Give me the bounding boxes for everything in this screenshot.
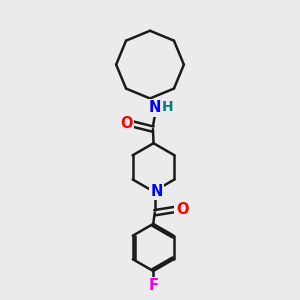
Text: N: N	[150, 184, 163, 199]
Text: H: H	[162, 100, 173, 114]
Text: F: F	[148, 278, 158, 293]
Text: O: O	[120, 116, 133, 131]
Text: O: O	[176, 202, 188, 217]
Text: N: N	[149, 100, 161, 116]
